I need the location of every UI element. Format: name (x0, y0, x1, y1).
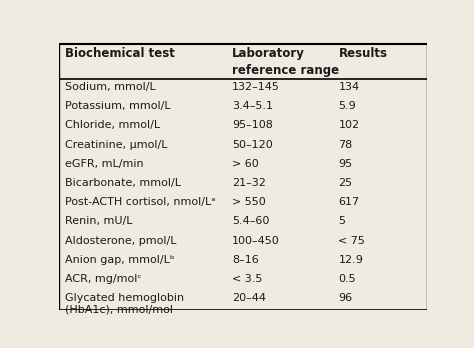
Text: 617: 617 (338, 197, 360, 207)
Text: Results: Results (338, 47, 387, 60)
Text: 0.5: 0.5 (338, 274, 356, 284)
Text: eGFR, mL/min: eGFR, mL/min (65, 159, 144, 169)
Text: 50–120: 50–120 (232, 140, 273, 150)
Text: Anion gap, mmol/Lᵇ: Anion gap, mmol/Lᵇ (65, 255, 174, 265)
Text: 100–450: 100–450 (232, 236, 280, 246)
Text: ACR, mg/molᶜ: ACR, mg/molᶜ (65, 274, 141, 284)
Text: 3.4–5.1: 3.4–5.1 (232, 101, 273, 111)
Text: Glycated hemoglobin
(HbA1c), mmol/mol: Glycated hemoglobin (HbA1c), mmol/mol (65, 293, 184, 315)
Text: Potassium, mmol/L: Potassium, mmol/L (65, 101, 170, 111)
Text: Post-ACTH cortisol, nmol/Lᵃ: Post-ACTH cortisol, nmol/Lᵃ (65, 197, 215, 207)
Text: 96: 96 (338, 293, 353, 303)
Text: 132–145: 132–145 (232, 82, 280, 92)
Text: Laboratory
reference range: Laboratory reference range (232, 47, 339, 77)
Text: Biochemical test: Biochemical test (65, 47, 174, 60)
Text: 25: 25 (338, 178, 353, 188)
Text: 102: 102 (338, 120, 360, 130)
Text: 95–108: 95–108 (232, 120, 273, 130)
Text: Aldosterone, pmol/L: Aldosterone, pmol/L (65, 236, 176, 246)
Text: > 550: > 550 (232, 197, 265, 207)
Text: < 3.5: < 3.5 (232, 274, 262, 284)
Text: 5.4–60: 5.4–60 (232, 216, 269, 227)
Text: 12.9: 12.9 (338, 255, 363, 265)
Text: 20–44: 20–44 (232, 293, 266, 303)
Text: Creatinine, μmol/L: Creatinine, μmol/L (65, 140, 167, 150)
Text: 95: 95 (338, 159, 353, 169)
Text: Renin, mU/L: Renin, mU/L (65, 216, 132, 227)
Text: 134: 134 (338, 82, 360, 92)
Text: 5.9: 5.9 (338, 101, 356, 111)
Text: 8–16: 8–16 (232, 255, 259, 265)
Text: 5: 5 (338, 216, 346, 227)
Text: 78: 78 (338, 140, 353, 150)
Text: < 75: < 75 (338, 236, 365, 246)
Text: Bicarbonate, mmol/L: Bicarbonate, mmol/L (65, 178, 181, 188)
Text: 21–32: 21–32 (232, 178, 266, 188)
Text: Sodium, mmol/L: Sodium, mmol/L (65, 82, 155, 92)
Text: > 60: > 60 (232, 159, 259, 169)
Text: Chloride, mmol/L: Chloride, mmol/L (65, 120, 160, 130)
